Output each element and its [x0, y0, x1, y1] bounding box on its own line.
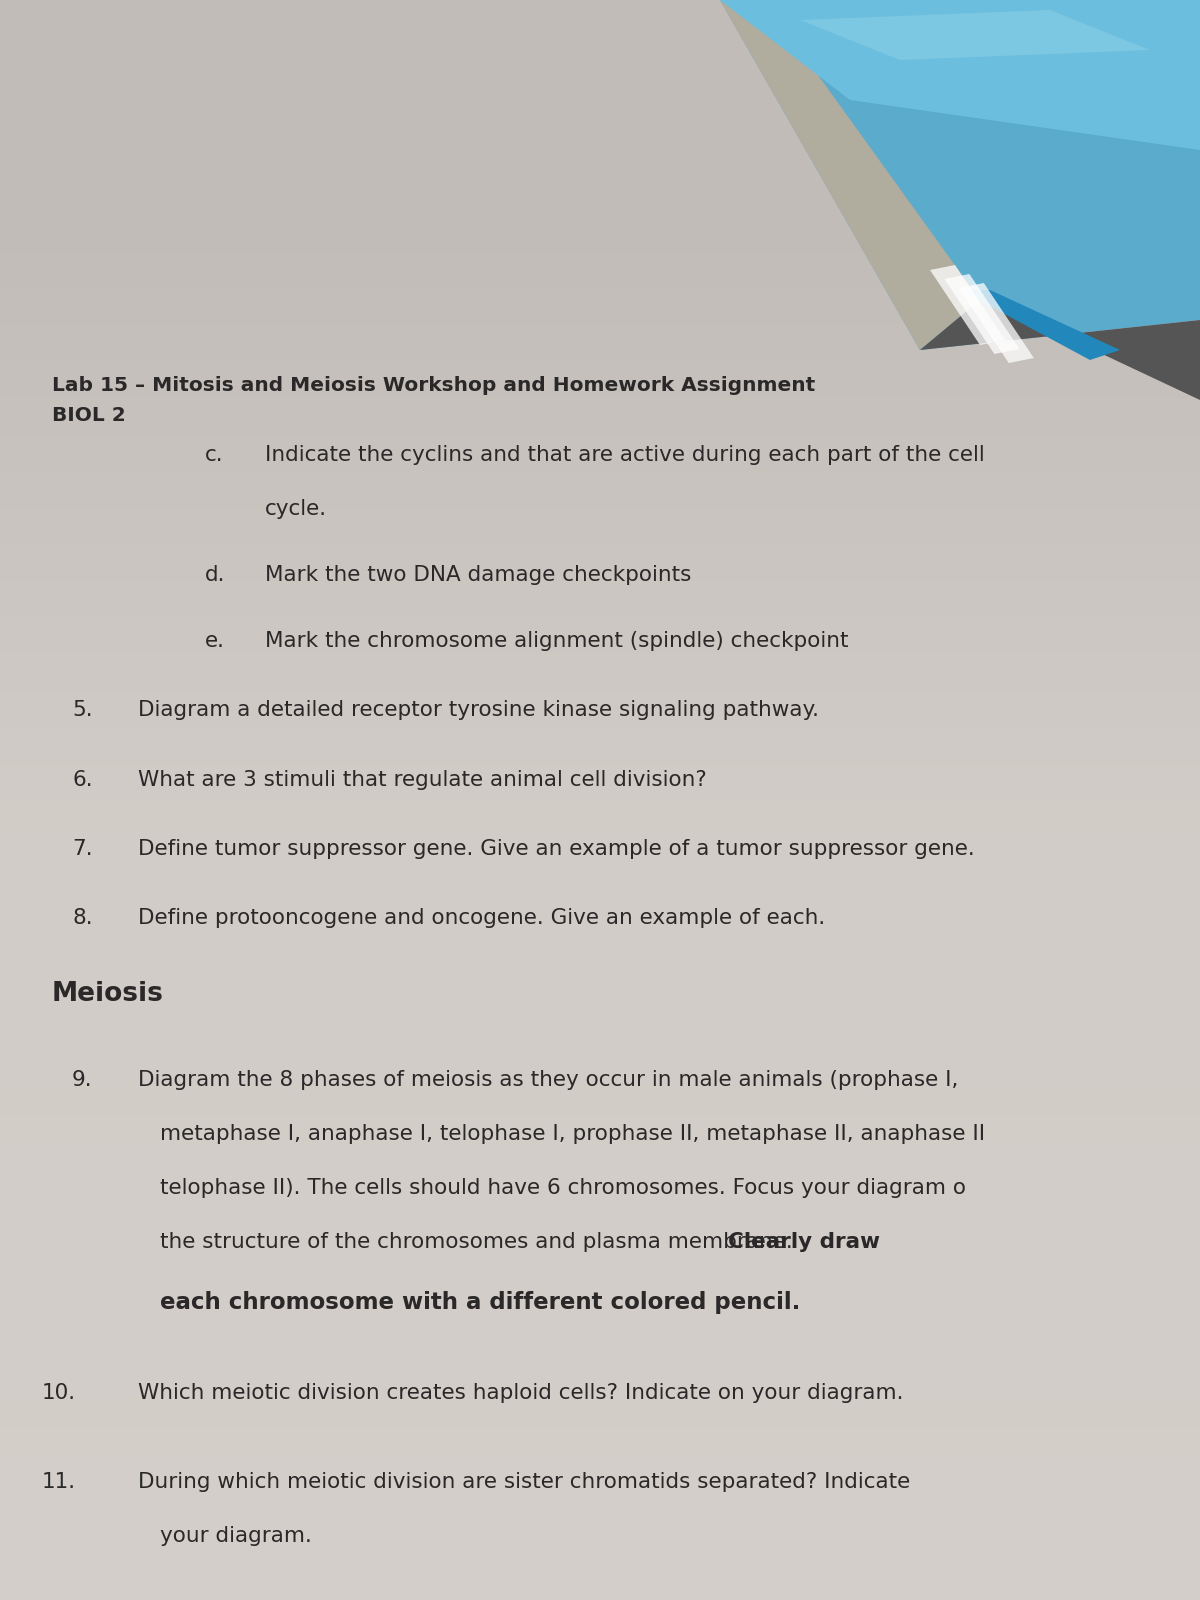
Text: Indicate the cyclins and that are active during each part of the cell: Indicate the cyclins and that are active…	[265, 445, 985, 466]
Polygon shape	[960, 290, 1120, 360]
Polygon shape	[920, 301, 1200, 400]
Polygon shape	[800, 10, 1150, 59]
Text: Mark the two DNA damage checkpoints: Mark the two DNA damage checkpoints	[265, 565, 691, 586]
Text: the structure of the chromosomes and plasma membrane.: the structure of the chromosomes and pla…	[160, 1232, 799, 1251]
Text: d.: d.	[205, 565, 226, 586]
Polygon shape	[720, 0, 980, 350]
Text: 8.: 8.	[72, 909, 92, 928]
Text: your diagram.: your diagram.	[160, 1526, 312, 1546]
Text: telophase II). The cells should have 6 chromosomes. Focus your diagram o: telophase II). The cells should have 6 c…	[160, 1178, 966, 1198]
Polygon shape	[720, 0, 1200, 150]
Text: What are 3 stimuli that regulate animal cell division?: What are 3 stimuli that regulate animal …	[138, 770, 707, 790]
Text: 9.: 9.	[72, 1070, 92, 1090]
Text: 5.: 5.	[72, 701, 92, 720]
Text: Meiosis: Meiosis	[52, 981, 164, 1008]
Text: 10.: 10.	[42, 1382, 76, 1403]
Text: 7.: 7.	[72, 838, 92, 859]
Text: Mark the chromosome alignment (spindle) checkpoint: Mark the chromosome alignment (spindle) …	[265, 630, 848, 651]
Text: each chromosome with a different colored pencil.: each chromosome with a different colored…	[160, 1291, 800, 1314]
Text: BIOL 2: BIOL 2	[52, 406, 126, 426]
Text: During which meiotic division are sister chromatids separated? Indicate: During which meiotic division are sister…	[138, 1472, 911, 1493]
Text: Define tumor suppressor gene. Give an example of a tumor suppressor gene.: Define tumor suppressor gene. Give an ex…	[138, 838, 974, 859]
Text: Diagram a detailed receptor tyrosine kinase signaling pathway.: Diagram a detailed receptor tyrosine kin…	[138, 701, 818, 720]
Text: Clearly draw: Clearly draw	[728, 1232, 880, 1251]
Text: Diagram the 8 phases of meiosis as they occur in male animals (prophase I,: Diagram the 8 phases of meiosis as they …	[138, 1070, 959, 1090]
Text: Lab 15 – Mitosis and Meiosis Workshop and Homework Assignment: Lab 15 – Mitosis and Meiosis Workshop an…	[52, 376, 815, 395]
Polygon shape	[720, 0, 1200, 350]
Text: e.: e.	[205, 630, 226, 651]
Text: metaphase I, anaphase I, telophase I, prophase II, metaphase II, anaphase II: metaphase I, anaphase I, telophase I, pr…	[160, 1123, 985, 1144]
Polygon shape	[944, 274, 1020, 354]
Text: 6.: 6.	[72, 770, 92, 790]
Text: 11.: 11.	[42, 1472, 76, 1493]
Text: Define protooncogene and oncogene. Give an example of each.: Define protooncogene and oncogene. Give …	[138, 909, 826, 928]
Text: cycle.: cycle.	[265, 499, 328, 518]
Polygon shape	[930, 266, 1006, 346]
Text: Which meiotic division creates haploid cells? Indicate on your diagram.: Which meiotic division creates haploid c…	[138, 1382, 904, 1403]
Text: c.: c.	[205, 445, 223, 466]
Polygon shape	[959, 283, 1034, 363]
